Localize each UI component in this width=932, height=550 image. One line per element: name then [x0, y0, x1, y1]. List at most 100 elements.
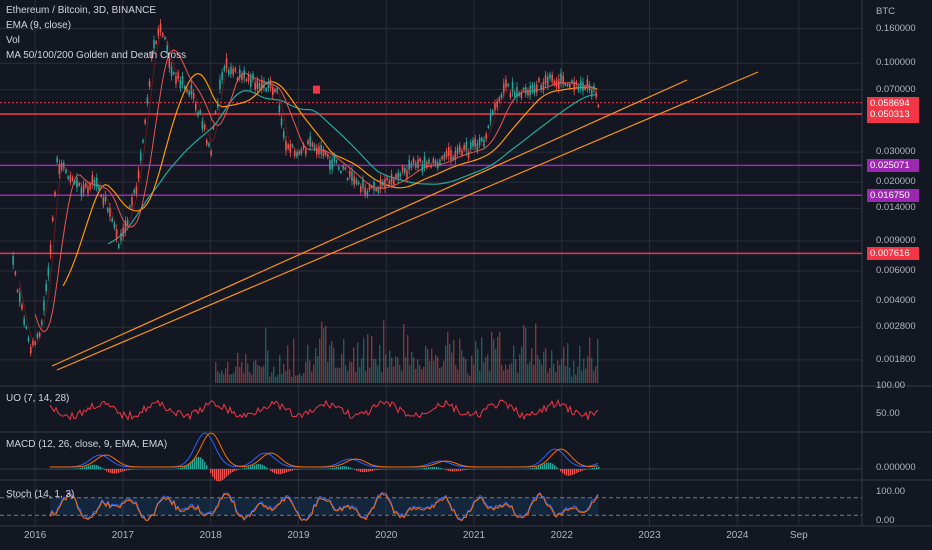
chart-legend: Ethereum / Bitcoin, 3D, BINANCE EMA (9, …: [6, 3, 186, 63]
price-tick-label: 0.020000: [876, 176, 916, 188]
macd-histogram-bar: [342, 466, 344, 470]
candle-body: [245, 79, 248, 82]
volume-bar: [219, 373, 221, 383]
macd-histogram-bar: [274, 469, 276, 474]
candle-body: [199, 110, 201, 114]
candle-body: [432, 158, 435, 164]
volume-bar: [421, 369, 423, 383]
volume-bar: [509, 364, 511, 383]
candle-body: [62, 162, 65, 169]
candle-body: [115, 229, 118, 239]
volume-bar: [361, 358, 363, 383]
candle-body: [144, 119, 146, 124]
macd-histogram-bar: [458, 469, 460, 472]
legend-ma[interactable]: MA 50/100/200 Golden and Death Cross: [6, 50, 187, 61]
volume-bar: [379, 344, 381, 383]
macd-histogram-bar: [550, 462, 552, 470]
volume-bar: [501, 364, 503, 383]
macd-histogram-bar: [226, 469, 228, 477]
candle-body: [175, 76, 177, 85]
volume-bar: [427, 348, 429, 383]
x-tick-label: 2016: [23, 530, 47, 541]
macd-histogram-bar: [334, 467, 336, 470]
candle-body: [434, 160, 437, 166]
candle-body: [564, 83, 567, 86]
candle-body: [467, 151, 470, 158]
candle-body: [269, 80, 272, 88]
trendline-lower: [56, 71, 759, 371]
volume-bar: [385, 354, 387, 383]
candle-body: [285, 140, 287, 151]
legend-ema[interactable]: EMA (9, close): [6, 20, 72, 31]
candle-body: [234, 68, 237, 72]
macd-histogram-bar: [596, 467, 598, 470]
macd-histogram-bar: [380, 469, 382, 470]
stoch-d-line: [49, 492, 599, 522]
candle-body: [568, 83, 571, 88]
volume-bar: [589, 337, 591, 383]
macd-histogram-bar: [574, 469, 576, 475]
volume-bar: [295, 375, 297, 383]
uo-pane-label[interactable]: UO (7, 14, 28): [6, 393, 70, 404]
candle-body: [148, 81, 151, 87]
volume-bar: [363, 338, 365, 383]
macd-histogram-bar: [128, 469, 130, 471]
volume-bar: [491, 331, 493, 383]
candle-body: [472, 140, 474, 147]
volume-bar: [543, 351, 545, 383]
chart-title[interactable]: Ethereum / Bitcoin, 3D, BINANCE: [6, 5, 157, 16]
candle-body: [80, 187, 83, 197]
candle-body: [357, 181, 360, 185]
macd-histogram-bar: [90, 465, 92, 470]
volume-bar: [515, 359, 517, 383]
candle-body: [507, 83, 509, 87]
indicator-panes: [0, 398, 862, 522]
candle-body: [159, 23, 162, 32]
trendlines: [51, 71, 759, 371]
candle-body: [56, 157, 58, 163]
volume-bar: [467, 373, 469, 383]
candle-body: [430, 164, 432, 168]
macd-histogram-bar: [560, 469, 562, 472]
pane-tick-label: 100.00: [876, 380, 906, 391]
candle-body: [461, 150, 463, 155]
price-series: [12, 18, 600, 357]
candle-body: [69, 175, 72, 182]
candle-body: [408, 159, 410, 170]
volume-bar: [367, 334, 369, 383]
stoch-pane-label[interactable]: Stoch (14, 1, 3): [6, 489, 75, 500]
macd-histogram-bar: [80, 467, 82, 470]
volume-bar: [591, 357, 593, 383]
volume-bar: [453, 340, 455, 383]
macd-histogram-bar: [126, 469, 128, 471]
candle-body: [586, 79, 589, 89]
volume-bar: [561, 358, 563, 383]
macd-histogram-bar: [118, 469, 120, 473]
macd-pane-label[interactable]: MACD (12, 26, close, 9, EMA, EMA): [6, 439, 168, 450]
volume-bar: [341, 353, 343, 383]
candle-body: [403, 168, 406, 174]
legend-vol[interactable]: Vol: [6, 35, 20, 46]
macd-histogram-bar: [84, 466, 86, 470]
volume-bar: [529, 361, 531, 383]
macd-histogram-bar: [528, 468, 530, 470]
candle-body: [282, 130, 285, 138]
candle-body: [172, 72, 175, 75]
currency-label: BTC: [876, 6, 895, 17]
candle-body: [465, 141, 468, 152]
macd-histogram-bar: [112, 469, 114, 474]
macd-histogram-bar: [270, 469, 272, 471]
candle-body: [588, 84, 591, 91]
candle-body: [370, 185, 373, 189]
volume-bar: [499, 331, 501, 383]
macd-histogram-bar: [180, 467, 182, 470]
volume-bar: [287, 345, 289, 383]
volume-bar: [441, 366, 443, 383]
volume-bar: [251, 374, 253, 383]
volume-bar: [583, 358, 585, 383]
macd-histogram-bar: [340, 466, 342, 470]
volume-bar: [323, 328, 325, 383]
candle-body: [395, 174, 397, 178]
candle-body: [533, 85, 536, 93]
